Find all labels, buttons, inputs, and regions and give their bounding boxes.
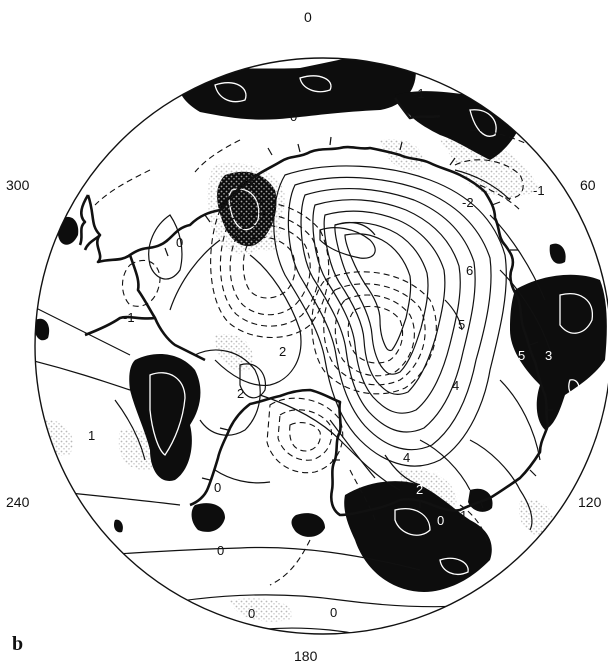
contour-label: 0	[330, 605, 337, 620]
contour-label: 1	[460, 508, 467, 523]
coastline	[78, 97, 550, 517]
contour-label: 4	[403, 450, 410, 465]
contour-label: 0	[437, 513, 444, 528]
contour-label: 0	[290, 109, 297, 124]
contour-label: 2	[237, 386, 244, 401]
contour-label: 2	[279, 344, 286, 359]
longitude-label-upper-right: 60	[580, 177, 596, 193]
contour-labels: 0 -1 -1 -1 -2 -1 0 6 5 5 3 4 4 2 0 2 2 1…	[88, 86, 552, 621]
panel-label: b	[12, 633, 24, 655]
contour-label: 6	[466, 263, 473, 278]
coastline-ticks	[164, 136, 553, 509]
longitude-label-upper-left: 300	[6, 177, 30, 193]
contour-label: 0	[248, 606, 255, 621]
contour-label: 0	[306, 346, 313, 361]
contour-label: -2	[462, 195, 474, 210]
contour-label: 0	[176, 235, 183, 250]
contour-label: -1	[413, 86, 425, 101]
longitude-label-lower-left: 240	[6, 494, 30, 510]
contour-label: 2	[416, 482, 423, 497]
dark-stipple-patch	[207, 163, 285, 255]
longitude-label-lower-right: 120	[578, 494, 602, 510]
contour-label: 3	[545, 348, 552, 363]
contour-label: 5	[458, 317, 465, 332]
solid-contours	[35, 165, 551, 634]
contour-label: 0	[214, 480, 221, 495]
longitude-label-top: 0	[304, 9, 312, 25]
contour-label: 4	[452, 378, 459, 393]
contour-label: 1	[88, 428, 95, 443]
dashed-contours	[94, 129, 541, 586]
map-boundary	[34, 57, 608, 635]
contour-label: 0	[217, 543, 224, 558]
longitude-label-bottom: 180	[294, 648, 318, 664]
contour-label: -1	[533, 183, 545, 198]
contour-label: -1	[243, 173, 255, 188]
contour-label: -1	[123, 310, 135, 325]
contour-label: 5	[518, 348, 525, 363]
